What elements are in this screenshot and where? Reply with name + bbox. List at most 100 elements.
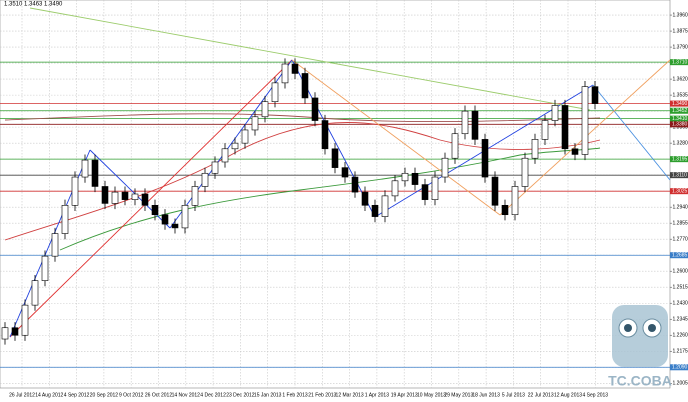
candle-body bbox=[511, 186, 519, 216]
trend-line bbox=[592, 84, 671, 181]
candle-body bbox=[381, 195, 389, 217]
x-tick-label: 10 May 2013 bbox=[417, 392, 446, 398]
logo bbox=[612, 305, 668, 367]
y-tick-label: 1.3535 bbox=[673, 92, 688, 98]
level-tag bbox=[670, 59, 688, 66]
candle-body bbox=[401, 172, 409, 182]
watermark: TC.COBA bbox=[608, 305, 672, 389]
y-tick-label: 1.2515 bbox=[673, 285, 688, 291]
level-label: 1.3410 bbox=[672, 116, 688, 122]
candle-body bbox=[391, 180, 399, 197]
level-label: 1.3025 bbox=[672, 189, 688, 195]
level-label: 1.3380 bbox=[672, 122, 688, 128]
level-tag bbox=[670, 364, 688, 371]
candle-body bbox=[291, 63, 299, 74]
x-tick-label: 14 Nov 2012 bbox=[172, 392, 201, 398]
level-tag bbox=[670, 188, 688, 195]
level-tag bbox=[670, 121, 688, 128]
candle-body bbox=[551, 105, 559, 121]
logo-pupil bbox=[648, 324, 656, 332]
y-tick-label: 1.2600 bbox=[673, 269, 688, 275]
level-tag bbox=[670, 172, 688, 179]
candle-body bbox=[321, 120, 329, 150]
candle-body bbox=[191, 186, 199, 206]
candle-body bbox=[211, 161, 219, 174]
x-tick-label: 1 Feb 2013 bbox=[282, 392, 308, 398]
candle-body bbox=[541, 120, 549, 140]
level-label: 1.3490 bbox=[672, 101, 688, 107]
candle-body bbox=[371, 205, 379, 217]
x-tick-label: 29 May 2013 bbox=[444, 392, 473, 398]
candle-body bbox=[501, 205, 509, 216]
y-tick-label: 1.3875 bbox=[673, 28, 688, 34]
x-tick-label: 4 Dec 2012 bbox=[200, 392, 226, 398]
candle-body bbox=[281, 63, 289, 84]
level-tag bbox=[670, 100, 688, 107]
plot-area bbox=[0, 0, 671, 389]
level-label: 1.3452 bbox=[672, 108, 688, 114]
candle-body bbox=[561, 105, 569, 150]
x-tick-label: 20 Sep 2012 bbox=[90, 392, 119, 398]
x-tick-label: 5 Jul 2013 bbox=[502, 392, 525, 398]
candle-body bbox=[121, 191, 129, 200]
candle-body bbox=[31, 280, 39, 306]
candle-body bbox=[491, 176, 499, 206]
x-tick-label: 9 Oct 2012 bbox=[119, 392, 144, 398]
candle-body bbox=[171, 223, 179, 229]
level-tag bbox=[670, 107, 688, 114]
moving-average bbox=[59, 147, 601, 251]
level-label: 1.3110 bbox=[672, 172, 687, 178]
candle-body bbox=[41, 255, 49, 281]
y-tick-label: 1.2770 bbox=[673, 237, 688, 243]
candle-body bbox=[571, 148, 579, 155]
x-tick-label: 12 Aug 2013 bbox=[554, 392, 582, 398]
candle-body bbox=[91, 159, 99, 187]
candle-body bbox=[141, 193, 149, 206]
y-tick-label: 1.3620 bbox=[673, 76, 688, 82]
x-tick-label: 14 Aug 2012 bbox=[35, 392, 63, 398]
y-tick-label: 1.3960 bbox=[673, 12, 688, 18]
y-tick-label: 1.2260 bbox=[673, 333, 688, 339]
x-tick-label: 19 Apr 2013 bbox=[391, 392, 418, 398]
candle-body bbox=[81, 159, 89, 178]
candle-body bbox=[581, 86, 589, 155]
candles bbox=[1, 58, 599, 345]
candle-body bbox=[461, 110, 469, 135]
level-label: 1.2090 bbox=[672, 365, 688, 371]
candle-body bbox=[351, 176, 359, 193]
candle-body bbox=[521, 157, 529, 187]
logo-pupil bbox=[624, 324, 632, 332]
x-tick-label: 21 Feb 2013 bbox=[308, 392, 336, 398]
candle-body bbox=[181, 205, 189, 229]
candle-body bbox=[151, 205, 159, 216]
candle-body bbox=[481, 139, 489, 178]
quote: 1.3510 1.3463 1.3490 bbox=[4, 2, 63, 8]
x-tick-label: 4 Sep 2013 bbox=[583, 392, 609, 398]
y-tick-label: 1.3280 bbox=[673, 140, 688, 146]
candle-body bbox=[341, 167, 349, 178]
candle-body bbox=[251, 116, 259, 131]
level-label: 1.3195 bbox=[672, 156, 688, 162]
candle-body bbox=[261, 101, 269, 118]
candle-body bbox=[271, 82, 279, 103]
candle-body bbox=[71, 176, 79, 206]
candle-body bbox=[231, 142, 239, 150]
axes: 1.39601.38751.37901.37051.36201.35351.34… bbox=[9, 12, 688, 398]
y-tick-label: 1.3365 bbox=[673, 124, 688, 130]
y-tick-label: 1.2855 bbox=[673, 221, 688, 227]
trend-line bbox=[169, 59, 293, 229]
x-tick-label: 26 Jul 2012 bbox=[9, 392, 35, 398]
candle-body bbox=[11, 327, 19, 336]
y-tick-label: 1.2345 bbox=[673, 317, 688, 323]
x-tick-label: 18 Jun 2013 bbox=[472, 392, 500, 398]
level-label: 1.2685 bbox=[672, 253, 688, 259]
x-tick-label: 15 Jan 2013 bbox=[254, 392, 282, 398]
candle-body bbox=[1, 327, 9, 340]
candle-body bbox=[311, 97, 319, 121]
candle-body bbox=[21, 304, 29, 336]
candle-body bbox=[301, 73, 309, 99]
candle-body bbox=[451, 133, 459, 159]
x-tick-label: 23 Dec 2012 bbox=[226, 392, 255, 398]
trend-line bbox=[291, 59, 501, 216]
